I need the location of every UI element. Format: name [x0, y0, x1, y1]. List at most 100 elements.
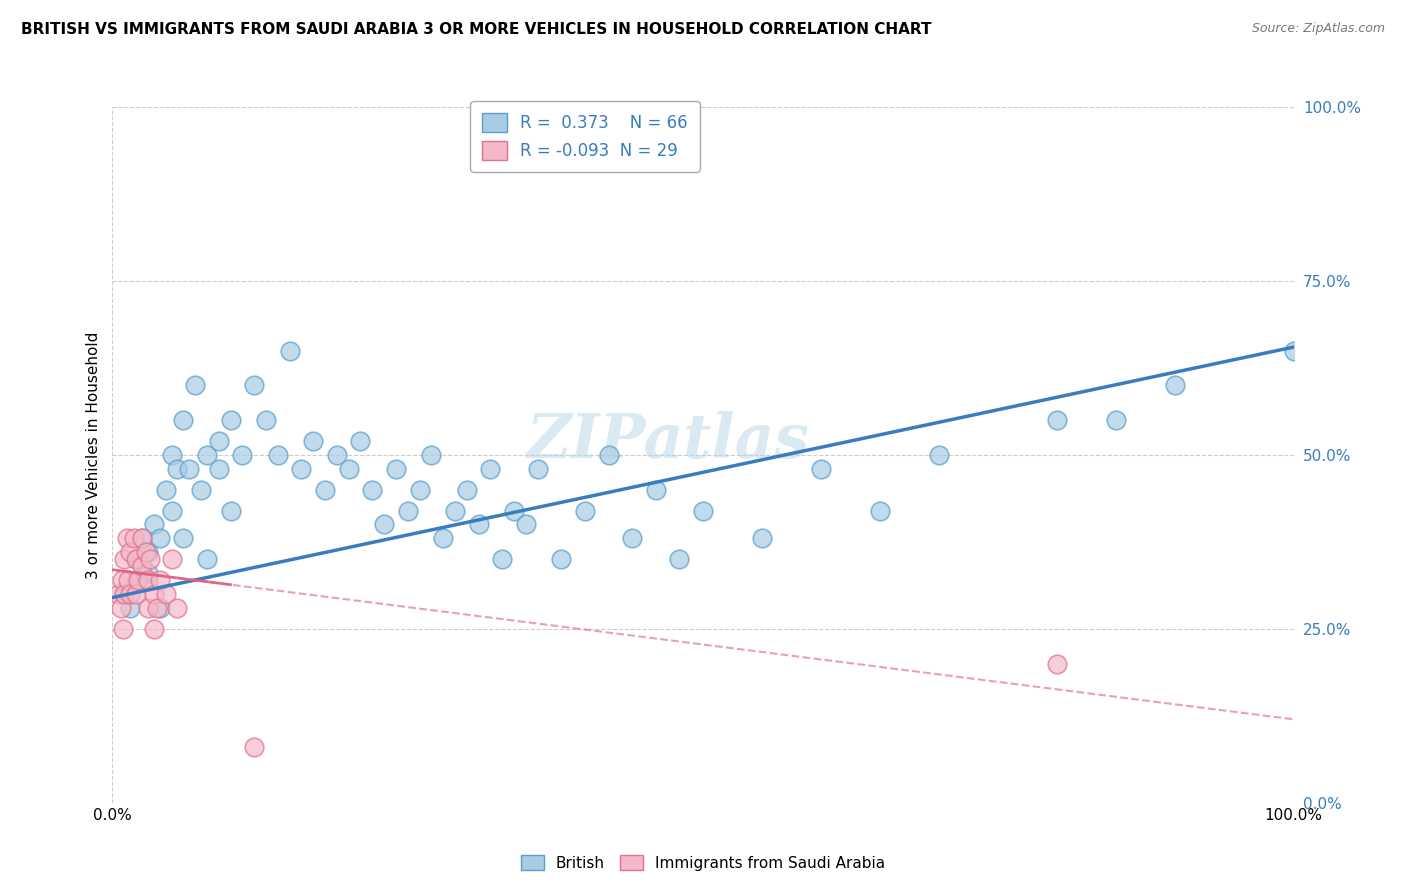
Point	[467, 517, 489, 532]
Point	[314, 483, 336, 497]
Point	[326, 448, 349, 462]
Point	[172, 532, 194, 546]
Point	[125, 552, 148, 566]
Point	[184, 378, 207, 392]
Point	[136, 573, 159, 587]
Point	[869, 503, 891, 517]
Point	[349, 434, 371, 448]
Point	[131, 532, 153, 546]
Point	[142, 587, 165, 601]
Point	[290, 462, 312, 476]
Point	[136, 566, 159, 581]
Point	[172, 413, 194, 427]
Point	[243, 378, 266, 392]
Point	[112, 587, 135, 601]
Point	[408, 483, 430, 497]
Text: Source: ZipAtlas.com: Source: ZipAtlas.com	[1251, 22, 1385, 36]
Point	[361, 483, 384, 497]
Point	[692, 503, 714, 517]
Point	[160, 503, 183, 517]
Point	[928, 448, 950, 462]
Point	[503, 503, 526, 517]
Point	[491, 552, 513, 566]
Point	[444, 503, 467, 517]
Point	[120, 587, 142, 601]
Text: BRITISH VS IMMIGRANTS FROM SAUDI ARABIA 3 OR MORE VEHICLES IN HOUSEHOLD CORRELAT: BRITISH VS IMMIGRANTS FROM SAUDI ARABIA …	[21, 22, 932, 37]
Point	[122, 532, 145, 546]
Point	[125, 552, 148, 566]
Legend: R =  0.373    N = 66, R = -0.093  N = 29: R = 0.373 N = 66, R = -0.093 N = 29	[470, 102, 700, 171]
Point	[110, 601, 132, 615]
Point	[574, 503, 596, 517]
Point	[190, 483, 212, 497]
Point	[515, 517, 537, 532]
Point	[179, 462, 201, 476]
Point	[302, 434, 325, 448]
Point	[125, 587, 148, 601]
Point	[120, 545, 142, 559]
Point	[115, 532, 138, 546]
Point	[155, 587, 177, 601]
Point	[598, 448, 620, 462]
Point	[479, 462, 502, 476]
Point	[131, 559, 153, 574]
Point	[136, 601, 159, 615]
Point	[149, 601, 172, 615]
Point	[111, 573, 134, 587]
Point	[231, 448, 253, 462]
Point	[668, 552, 690, 566]
Point	[117, 573, 139, 587]
Point	[751, 532, 773, 546]
Point	[254, 413, 277, 427]
Point	[1046, 413, 1069, 427]
Point	[136, 545, 159, 559]
Point	[107, 587, 129, 601]
Point	[1105, 413, 1128, 427]
Point	[526, 462, 548, 476]
Point	[160, 448, 183, 462]
Y-axis label: 3 or more Vehicles in Household: 3 or more Vehicles in Household	[86, 331, 101, 579]
Point	[142, 517, 165, 532]
Point	[1164, 378, 1187, 392]
Point	[373, 517, 395, 532]
Point	[166, 462, 188, 476]
Point	[278, 343, 301, 358]
Point	[131, 532, 153, 546]
Point	[149, 573, 172, 587]
Point	[456, 483, 478, 497]
Point	[139, 552, 162, 566]
Point	[127, 573, 149, 587]
Point	[166, 601, 188, 615]
Point	[112, 587, 135, 601]
Point	[149, 532, 172, 546]
Point	[810, 462, 832, 476]
Point	[120, 601, 142, 615]
Point	[208, 462, 231, 476]
Point	[432, 532, 454, 546]
Point	[195, 448, 218, 462]
Point	[1046, 657, 1069, 671]
Point	[219, 413, 242, 427]
Legend: British, Immigrants from Saudi Arabia: British, Immigrants from Saudi Arabia	[512, 846, 894, 880]
Point	[208, 434, 231, 448]
Point	[112, 622, 135, 636]
Point	[1282, 343, 1305, 358]
Point	[420, 448, 443, 462]
Point	[125, 573, 148, 587]
Point	[267, 448, 290, 462]
Point	[155, 483, 177, 497]
Point	[142, 622, 165, 636]
Point	[243, 740, 266, 755]
Point	[621, 532, 644, 546]
Point	[160, 552, 183, 566]
Point	[135, 545, 157, 559]
Point	[385, 462, 408, 476]
Point	[146, 601, 169, 615]
Point	[337, 462, 360, 476]
Point	[396, 503, 419, 517]
Point	[644, 483, 666, 497]
Point	[112, 552, 135, 566]
Point	[219, 503, 242, 517]
Point	[195, 552, 218, 566]
Text: ZIPatlas: ZIPatlas	[526, 411, 808, 471]
